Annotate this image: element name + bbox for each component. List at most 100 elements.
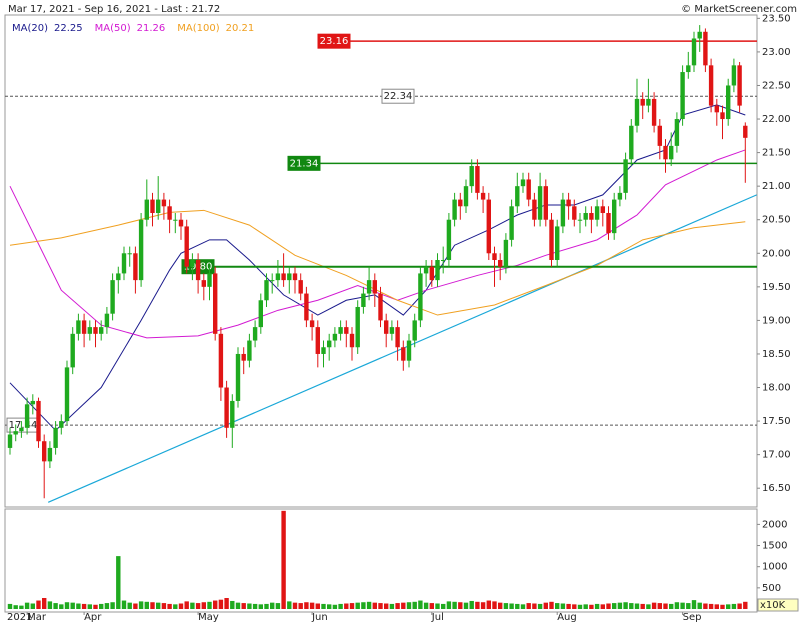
candle-body: [344, 327, 349, 334]
volume-bar: [224, 598, 229, 609]
volume-bar: [657, 603, 662, 609]
candle-body: [81, 320, 87, 334]
candle-body: [30, 400, 35, 405]
volume-bar: [577, 604, 583, 609]
legend-name: MA(100): [177, 23, 219, 34]
volume-bar: [520, 604, 526, 609]
candle-body: [731, 65, 737, 86]
volume-bar: [361, 602, 366, 609]
candle-body: [634, 98, 640, 126]
candle-body: [503, 239, 509, 267]
candle-body: [663, 145, 668, 160]
legend-name: MA(20): [12, 23, 48, 34]
volume-bar: [663, 603, 668, 609]
candle-body: [401, 347, 406, 361]
volume-bar: [503, 603, 509, 609]
candle-body: [287, 273, 292, 281]
volume-bar: [76, 603, 81, 609]
candle-body: [697, 31, 702, 39]
volume-bar: [651, 602, 657, 609]
x-tick-label: Aug: [557, 612, 577, 623]
volume-bar: [686, 603, 691, 609]
candle-body: [173, 219, 178, 221]
candle-body: [509, 206, 514, 240]
volume-unit: x10K: [760, 600, 786, 611]
volume-bar: [87, 604, 92, 609]
y-tick-label: 20.50: [762, 215, 791, 226]
candle-body: [378, 293, 383, 321]
volume-bar: [218, 599, 224, 609]
candle-body: [389, 327, 395, 334]
volume-bar: [543, 602, 548, 609]
volume-bar: [623, 602, 628, 609]
volume-bar: [480, 602, 486, 609]
volume-bar: [463, 602, 469, 609]
candle-body: [127, 253, 132, 255]
volume-bar: [184, 601, 189, 609]
volume-bar: [594, 603, 600, 609]
volume-bar: [287, 601, 292, 609]
legend-name: MA(50): [95, 23, 131, 34]
volume-bar: [42, 598, 47, 609]
volume-bar: [144, 601, 149, 609]
volume-bar: [190, 602, 195, 609]
candle-body: [412, 320, 417, 341]
level-label: 17.44: [9, 420, 38, 431]
volume-bar: [600, 604, 605, 609]
volume-bar: [344, 603, 349, 609]
source: © MarketScreener.com: [681, 4, 797, 15]
volume-bar: [53, 603, 58, 609]
y-tick-label: 21.50: [762, 148, 791, 159]
volume-bar: [59, 604, 64, 609]
volume-bar: [555, 603, 560, 609]
candle-body: [292, 273, 298, 281]
volume-bar: [110, 602, 115, 609]
volume-bar: [213, 600, 218, 609]
volume-bar: [81, 603, 87, 609]
moving-average: [9, 209, 746, 316]
candle-body: [224, 387, 229, 428]
candle-body: [486, 199, 491, 254]
candle-body: [515, 186, 520, 207]
candle-body: [252, 327, 258, 341]
candle-body: [338, 327, 343, 334]
candle-body: [298, 280, 303, 294]
candle-body: [190, 259, 195, 267]
volume-bar: [270, 602, 275, 609]
candle-body: [270, 280, 275, 282]
x-tick-label: Sep: [683, 612, 702, 623]
candle-body: [184, 226, 189, 267]
volume-bar: [167, 603, 172, 609]
candle-body: [560, 199, 566, 227]
candle-body: [594, 206, 600, 220]
volume-bar: [116, 556, 121, 609]
volume-bar: [195, 603, 201, 609]
candle-body: [230, 400, 235, 428]
candle-body: [64, 367, 70, 422]
candle-body: [606, 213, 611, 234]
volume-bar: [121, 600, 127, 609]
volume-bar: [161, 603, 167, 609]
volume-bar: [720, 604, 725, 609]
volume-bar: [247, 603, 252, 609]
candle-body: [87, 327, 92, 334]
volume-bar: [458, 602, 463, 609]
candle-body: [577, 219, 583, 221]
y-tick-label: 22.00: [762, 114, 791, 125]
candle-body: [47, 447, 53, 462]
candle-body: [726, 85, 731, 120]
volume-bar: [640, 603, 645, 609]
candle-body: [446, 219, 452, 260]
candle-body: [463, 186, 469, 207]
volume-bar: [401, 602, 406, 609]
volume-bar: [452, 601, 457, 609]
candle-body: [150, 199, 155, 214]
candle-body: [640, 98, 645, 106]
volume-bar: [515, 603, 520, 609]
candle-body: [321, 347, 326, 354]
volume-bar: [492, 601, 497, 609]
candle-body: [532, 199, 537, 220]
volume-bar: [150, 602, 155, 609]
candle-body: [583, 213, 588, 220]
volume-bar: [406, 602, 412, 609]
